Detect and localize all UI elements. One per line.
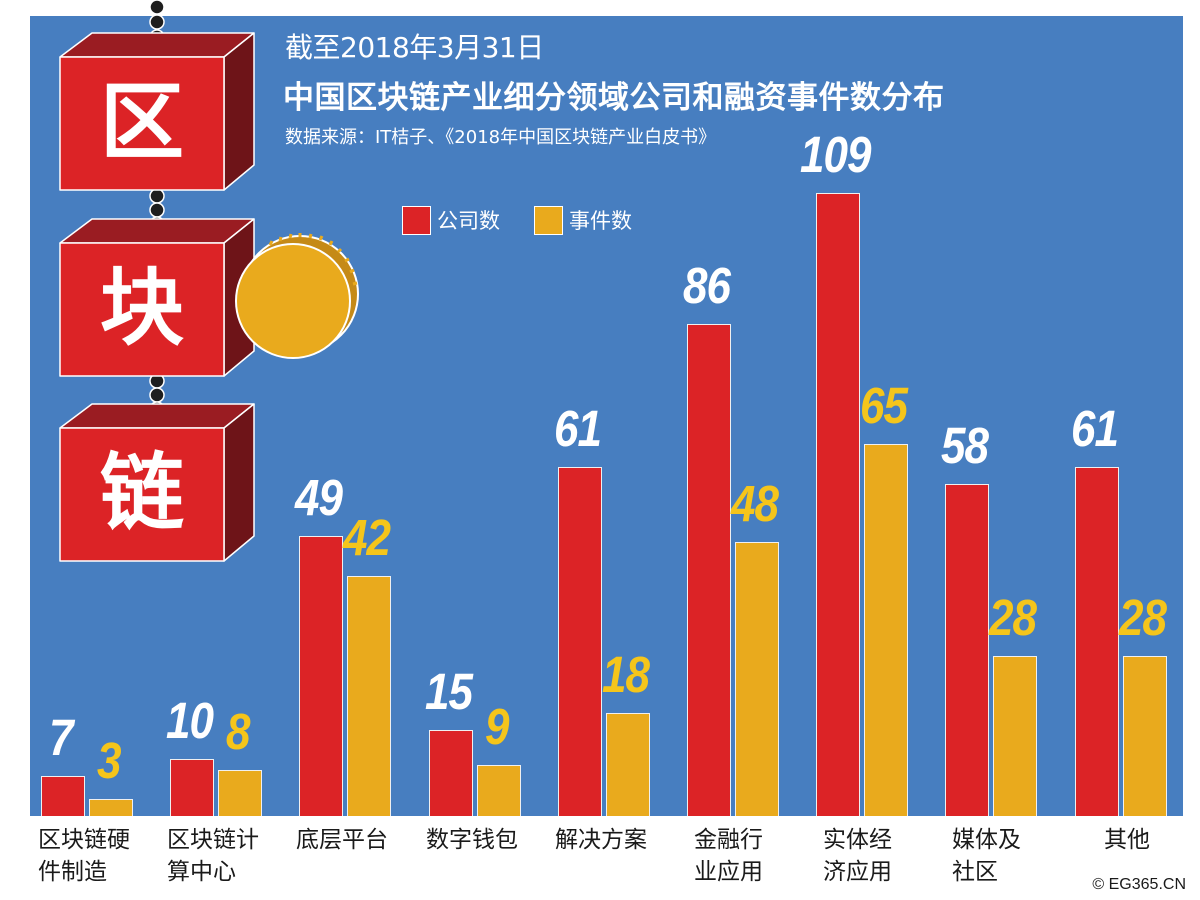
chart-title: 中国区块链产业细分领域公司和融资事件数分布: [283, 80, 945, 116]
category-label: 其他: [1104, 824, 1200, 856]
category-label-line: 算中心: [167, 859, 236, 885]
bar-event-count: [993, 656, 1037, 816]
category-label: 数字钱包: [426, 824, 546, 856]
legend-label-events: 事件数: [569, 209, 632, 233]
value-label-company: 7: [49, 709, 74, 767]
category-label-line: 金融行: [694, 827, 763, 853]
value-label-company: 61: [1071, 400, 1119, 458]
category-label: 媒体及 社区: [952, 824, 1072, 888]
bar-company-count: [687, 324, 731, 816]
bar-company-count: [170, 759, 214, 816]
category-label-line: 业应用: [694, 859, 763, 885]
legend-swatch-company: [402, 205, 431, 235]
bar-event-count: [1123, 656, 1167, 816]
value-label-company: 61: [554, 400, 602, 458]
bar-event-count: [606, 713, 650, 816]
blockchain-cubes-illustration: [59, 0, 359, 562]
category-label-line: 实体经: [823, 827, 892, 853]
value-label-events: 65: [860, 377, 908, 435]
bar-company-count: [299, 536, 343, 816]
bar-company-count: [1075, 467, 1119, 816]
chart-legend: 公司数 事件数: [402, 205, 666, 235]
cube-icon: [59, 403, 255, 562]
bar-event-count: [218, 770, 262, 816]
bar-event-count: [864, 444, 908, 816]
category-label-line: 媒体及: [952, 827, 1021, 853]
value-label-events: 9: [485, 698, 510, 756]
category-label: 区块链计 算中心: [167, 824, 287, 888]
legend-label-company: 公司数: [437, 209, 500, 233]
value-label-company: 15: [425, 663, 473, 721]
value-label-company: 109: [800, 126, 871, 184]
value-label-company: 86: [683, 257, 731, 315]
category-label-line: 区块链硬: [38, 827, 130, 853]
category-label-line: 底层平台: [296, 827, 388, 853]
cube-char-lian: 链: [99, 444, 184, 542]
category-label-line: 其他: [1104, 827, 1150, 853]
bar-company-count: [429, 730, 473, 816]
bar-company-count: [558, 467, 602, 816]
value-label-events: 28: [1119, 589, 1167, 647]
category-label-line: 社区: [952, 859, 998, 885]
value-label-company: 49: [295, 469, 343, 527]
category-label: 解决方案: [555, 824, 675, 856]
value-label-events: 28: [989, 589, 1037, 647]
value-label-company: 58: [941, 417, 989, 475]
category-label: 实体经 济应用: [823, 824, 943, 888]
data-source-note: 数据来源：IT桔子、《2018年中国区块链产业白皮书》: [285, 127, 717, 148]
category-label-line: 济应用: [823, 859, 892, 885]
bar-event-count: [477, 765, 521, 816]
value-label-events: 48: [731, 475, 779, 533]
bar-event-count: [735, 542, 779, 816]
value-label-events: 42: [343, 509, 391, 567]
chart-date-subtitle: 截至2018年3月31日: [285, 31, 544, 64]
value-label-company: 10: [166, 692, 214, 750]
category-label-line: 解决方案: [555, 827, 647, 853]
category-label-line: 区块链计: [167, 827, 259, 853]
category-label-line: 数字钱包: [426, 827, 518, 853]
bar-company-count: [41, 776, 85, 816]
bar-company-count: [945, 484, 989, 816]
category-label: 区块链硬 件制造: [38, 824, 158, 888]
copyright-watermark: © EG365.CN: [1092, 876, 1186, 893]
cube-icon: [59, 218, 255, 377]
gold-coin-icon: [235, 233, 359, 359]
bar-event-count: [347, 576, 391, 816]
category-label-line: 件制造: [38, 859, 107, 885]
value-label-events: 8: [226, 703, 251, 761]
value-label-events: 3: [97, 732, 122, 790]
bar-event-count: [89, 799, 133, 816]
cube-char-kuai: 块: [99, 259, 184, 357]
cube-icon: [59, 32, 255, 191]
legend-swatch-events: [534, 205, 563, 235]
value-label-events: 18: [602, 646, 650, 704]
category-label: 底层平台: [296, 824, 416, 856]
cube-char-qu: 区: [99, 73, 184, 171]
category-label: 金融行 业应用: [694, 824, 814, 888]
bar-company-count: [816, 193, 860, 816]
